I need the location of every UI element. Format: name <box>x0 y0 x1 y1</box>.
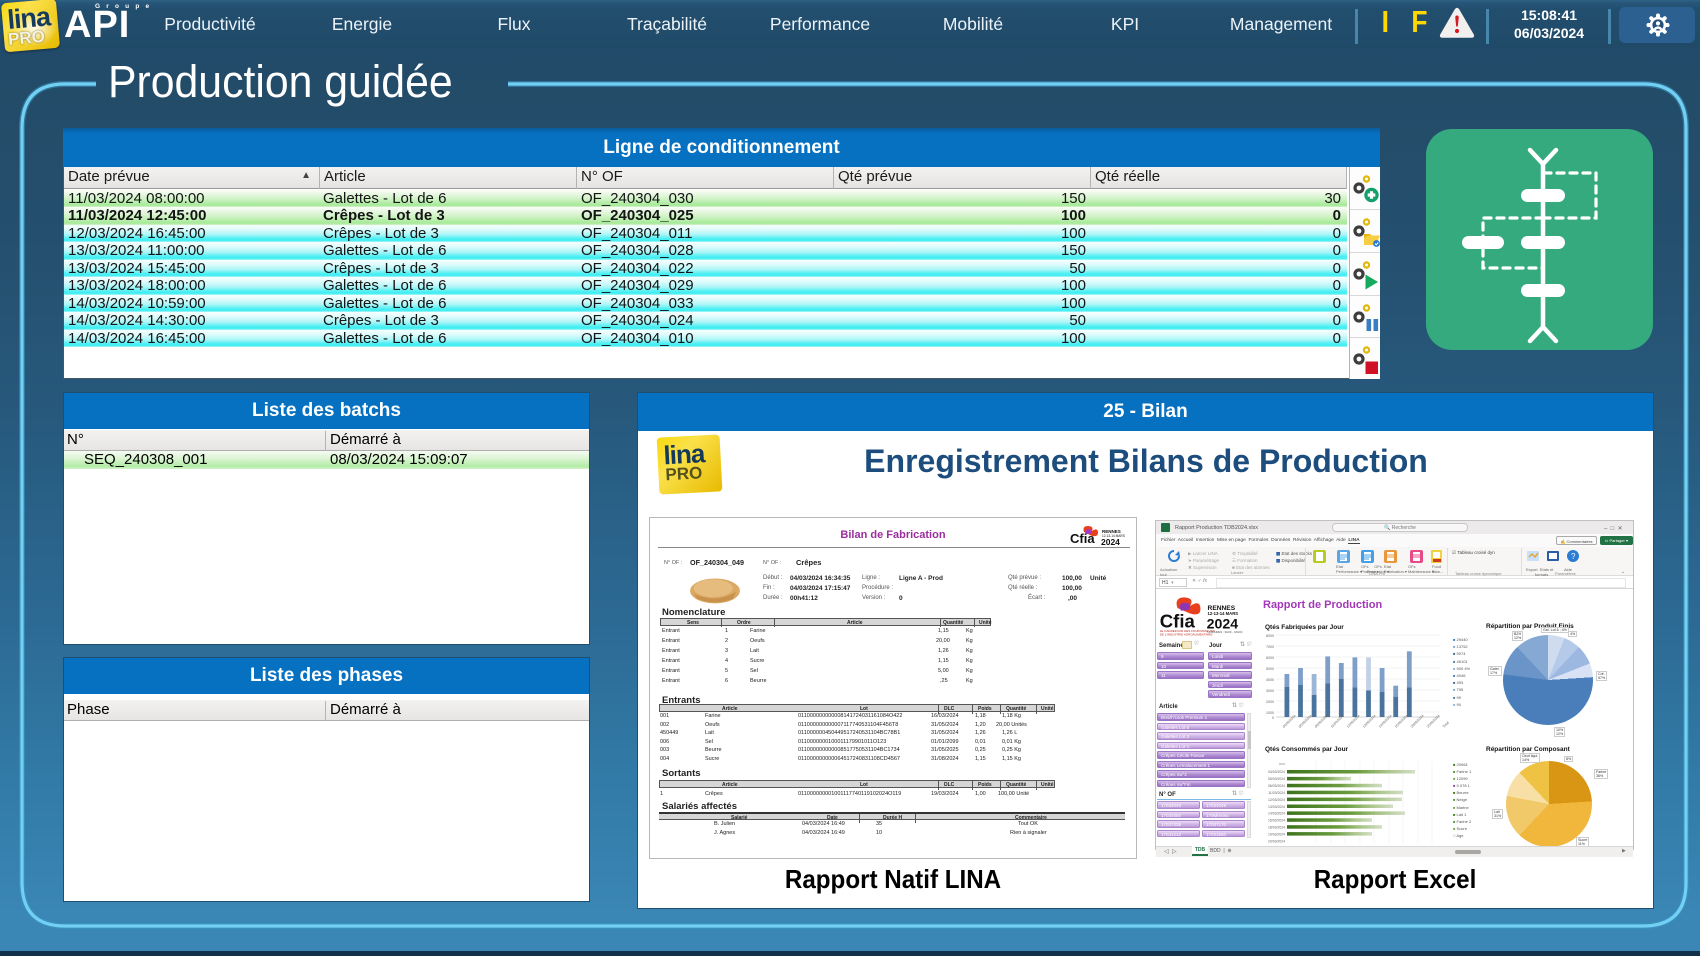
svg-text:11/03/2024: 11/03/2024 <box>1330 714 1345 729</box>
svg-text:20/03/2024: 20/03/2024 <box>1410 714 1425 729</box>
svg-text:04/03/2024: 04/03/2024 <box>1282 714 1297 729</box>
svg-text:1000: 1000 <box>1266 711 1274 715</box>
svg-text:12/03/2024: 12/03/2024 <box>1268 798 1285 802</box>
svg-text:05/03/2024: 05/03/2024 <box>1268 777 1285 781</box>
svg-text:18/03/2024: 18/03/2024 <box>1268 826 1285 830</box>
svg-text:14/03/2024: 14/03/2024 <box>1268 812 1285 816</box>
svg-text:12-13-14 MARS: 12-13-14 MARS <box>1208 611 1239 616</box>
svg-text:?: ? <box>1571 552 1576 561</box>
svg-text:3000: 3000 <box>1266 689 1274 693</box>
svg-text:13/03/2024: 13/03/2024 <box>1268 805 1285 809</box>
svg-text:7000: 7000 <box>1266 645 1274 649</box>
svg-text:0: 0 <box>1272 716 1274 720</box>
svg-text:HORAIRES : 9H00 - 18H00: HORAIRES : 9H00 - 18H00 <box>1208 630 1243 634</box>
svg-text:12-13-14 MARS: 12-13-14 MARS <box>1102 534 1125 538</box>
svg-text:6000: 6000 <box>1266 656 1274 660</box>
svg-text:5000: 5000 <box>1266 667 1274 671</box>
svg-text:Cfia: Cfia <box>1160 611 1196 632</box>
svg-text:25/03/2024: 25/03/2024 <box>1426 714 1441 729</box>
svg-text:04/03/2024: 04/03/2024 <box>1268 770 1285 774</box>
svg-text:20/03/2024: 20/03/2024 <box>1268 840 1285 844</box>
svg-text:19/03/2024: 19/03/2024 <box>1268 833 1285 837</box>
svg-text:RENNES: RENNES <box>1208 605 1236 612</box>
svg-text:LE CARREFOUR DES FOURNISSEURS: LE CARREFOUR DES FOURNISSEURS <box>1160 629 1215 633</box>
svg-text:DE L'INDUSTRIE AGROALIMENTAIRE: DE L'INDUSTRIE AGROALIMENTAIRE <box>1160 632 1213 636</box>
svg-text:Total: Total <box>1442 721 1450 729</box>
svg-text:4000: 4000 <box>1266 678 1274 682</box>
svg-text:Jour: Jour <box>1279 762 1286 766</box>
svg-text:2024: 2024 <box>1101 537 1120 547</box>
svg-text:RENNES: RENNES <box>1102 529 1121 534</box>
svg-text:2000: 2000 <box>1266 700 1274 704</box>
svg-text:06/03/2024: 06/03/2024 <box>1268 784 1285 788</box>
svg-text:8000: 8000 <box>1266 634 1274 638</box>
svg-text:11/03/2024: 11/03/2024 <box>1268 791 1285 795</box>
svg-text:15/03/2024: 15/03/2024 <box>1268 819 1285 823</box>
svg-text:Cfia: Cfia <box>1070 531 1095 546</box>
svg-text:2024: 2024 <box>1207 615 1239 631</box>
